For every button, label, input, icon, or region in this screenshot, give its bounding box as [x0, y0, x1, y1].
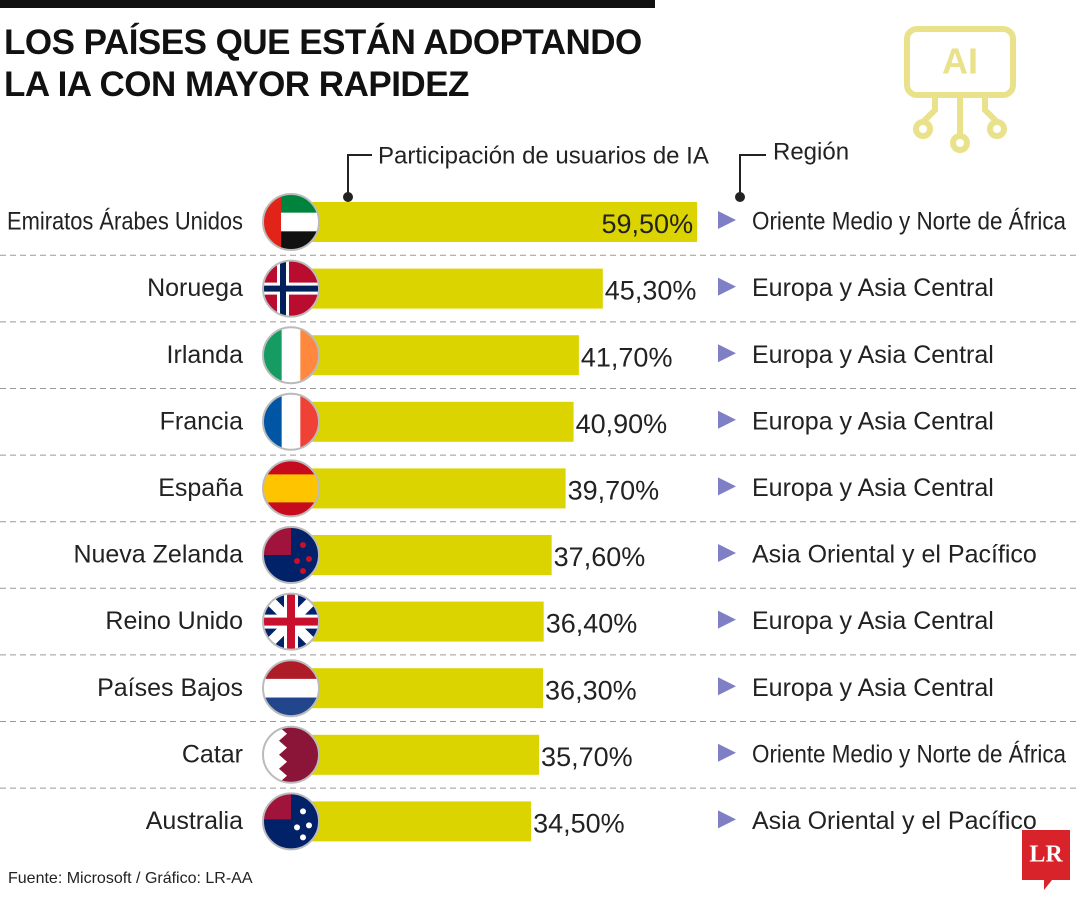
flag-part: [263, 474, 319, 489]
bar: [291, 401, 574, 442]
region-arrow: [718, 211, 736, 229]
region-label: Asia Oriental y el Pacífico: [752, 807, 1037, 835]
flag-border: [262, 659, 320, 718]
value-label: 40,90%: [576, 409, 668, 439]
value-header: Participación de usuarios de IA: [378, 142, 709, 169]
flag-part: [300, 542, 306, 548]
flag-part: [280, 260, 286, 317]
category-label: Nueva Zelanda: [73, 541, 243, 569]
bar: [291, 335, 579, 376]
flag: [263, 726, 319, 783]
flag-part: [287, 593, 295, 650]
region-arrow: [718, 477, 736, 496]
flag-part: [300, 834, 306, 841]
flag-border: [262, 326, 320, 385]
region-label: Oriente Medio y Norte de África: [752, 207, 1066, 236]
region-label: Europa y Asia Central: [752, 274, 994, 302]
flag-part: [263, 327, 283, 384]
bar: [291, 668, 544, 709]
region-label: Europa y Asia Central: [752, 407, 994, 435]
value-label: 59,50%: [602, 209, 694, 239]
source: Fuente: Microsoft / Gráfico: LR-AA: [8, 870, 253, 887]
category-label: Países Bajos: [97, 674, 243, 702]
value-label: 45,30%: [605, 276, 697, 306]
chart-title: LOS PAÍSES QUE ESTÁN ADOPTANDO LA IA CON…: [4, 23, 642, 104]
bar: [291, 734, 540, 775]
flag-part: [263, 393, 283, 450]
value-label: 35,70%: [541, 742, 633, 772]
bar: [291, 535, 552, 575]
flag-border: [262, 392, 320, 451]
region-label: Asia Oriental y el Pacífico: [752, 541, 1037, 569]
header-markers: [343, 154, 766, 202]
bar: [291, 268, 603, 309]
flag-border: [262, 526, 320, 584]
flag-part: [306, 556, 312, 562]
category-label: Francia: [160, 407, 243, 435]
value-label: 34,50%: [533, 809, 625, 839]
flag-part: [281, 327, 301, 384]
flag-part: [300, 568, 306, 574]
category-label: Australia: [146, 807, 243, 835]
flag-part: [263, 488, 319, 503]
flag-part: [281, 393, 301, 450]
flag-border: [262, 592, 320, 651]
flag-border: [262, 792, 320, 851]
bar: [291, 202, 698, 242]
flag-border: [262, 259, 320, 318]
flag-border: [262, 725, 320, 784]
flag-part: [263, 285, 319, 292]
flag-part: [263, 678, 319, 699]
flag: [263, 793, 319, 850]
region-arrow: [718, 743, 736, 762]
value-label: 39,70%: [568, 476, 660, 506]
flag-border: [262, 193, 320, 251]
top-bar: [0, 0, 655, 8]
flag-part: [294, 558, 300, 564]
flag-part: [300, 808, 306, 815]
region-label: Europa y Asia Central: [752, 341, 994, 369]
value-label: 37,60%: [554, 542, 646, 572]
flag-part: [294, 824, 300, 831]
flag: [263, 260, 319, 317]
logo: [1022, 830, 1070, 890]
category-label: Emiratos Árabes Unidos: [7, 207, 243, 236]
category-label: Noruega: [147, 274, 243, 302]
region-header: Región: [773, 138, 849, 165]
category-label: Irlanda: [167, 341, 244, 369]
flag-part: [306, 822, 312, 829]
region-arrow: [718, 810, 736, 829]
region-arrow: [718, 277, 736, 296]
category-label: Catar: [182, 740, 243, 768]
value-label: 36,40%: [546, 609, 638, 639]
flag-border: [262, 459, 320, 518]
flag: [263, 527, 319, 583]
value-label: 36,30%: [545, 675, 637, 705]
region-arrow: [718, 344, 736, 363]
icon-label: AI: [942, 41, 978, 82]
value-label: 41,70%: [581, 342, 673, 372]
region-label: Europa y Asia Central: [752, 674, 994, 702]
category-label: Reino Unido: [105, 607, 243, 635]
region-arrow: [718, 544, 736, 562]
ai-icon: [904, 26, 1016, 153]
bar: [291, 601, 544, 642]
region-arrow: [718, 610, 736, 629]
category-label: España: [158, 474, 243, 502]
region-arrow: [718, 410, 736, 429]
region-label: Europa y Asia Central: [752, 474, 994, 502]
flag-part: [263, 660, 319, 680]
flag-part: [263, 726, 287, 783]
region-arrow: [718, 677, 736, 696]
logo-text: LR: [1029, 842, 1063, 868]
flag: [263, 593, 319, 650]
region-label: Europa y Asia Central: [752, 607, 994, 635]
bar: [291, 801, 532, 842]
region-label: Oriente Medio y Norte de África: [752, 739, 1066, 768]
bar: [291, 468, 566, 509]
